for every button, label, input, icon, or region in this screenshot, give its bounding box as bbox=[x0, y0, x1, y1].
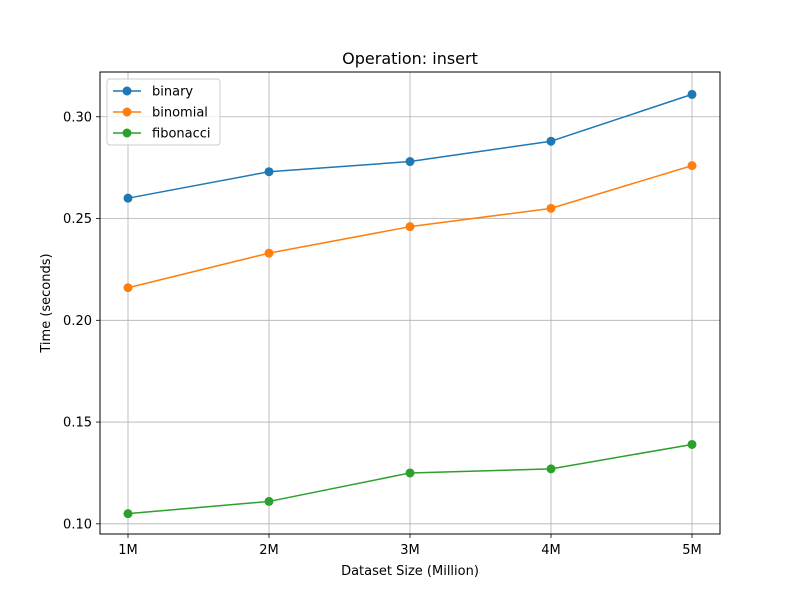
legend-item-binary: binary bbox=[113, 85, 193, 100]
grid bbox=[100, 72, 720, 534]
x-axis-label: Dataset Size (Million) bbox=[341, 564, 479, 579]
chart-title: Operation: insert bbox=[342, 49, 478, 68]
data-point-binary bbox=[264, 167, 274, 177]
y-tick-label: 0.25 bbox=[63, 212, 92, 227]
data-point-fibonacci bbox=[405, 468, 415, 478]
x-tick-label: 5M bbox=[682, 543, 702, 558]
series-fibonacci bbox=[123, 439, 697, 519]
legend-item-fibonacci: fibonacci bbox=[113, 127, 211, 142]
legend-items: binary binomial fibonacci bbox=[113, 85, 211, 142]
data-point-fibonacci bbox=[264, 496, 274, 506]
y-tick-label: 0.20 bbox=[63, 314, 92, 329]
series-binary bbox=[123, 89, 697, 203]
y-axis-label: Time (seconds) bbox=[39, 253, 54, 353]
legend-label: binomial bbox=[152, 106, 208, 121]
data-point-binary bbox=[405, 157, 415, 167]
legend-label: fibonacci bbox=[152, 127, 211, 142]
legend-label: binary bbox=[152, 85, 193, 100]
data-point-binary bbox=[687, 89, 697, 99]
legend: binary binomial fibonacci bbox=[106, 78, 221, 146]
y-tick-label: 0.10 bbox=[63, 517, 92, 532]
data-point-binomial bbox=[123, 283, 133, 293]
data-point-binomial bbox=[405, 222, 415, 232]
x-tick-label: 1M bbox=[118, 543, 138, 558]
x-tick-label: 4M bbox=[541, 543, 561, 558]
legend-box bbox=[106, 78, 221, 146]
data-point-fibonacci bbox=[123, 509, 133, 519]
data-point-binary bbox=[546, 136, 556, 146]
data-point-binomial bbox=[546, 203, 556, 213]
series-layer bbox=[123, 89, 697, 519]
data-point-fibonacci bbox=[687, 439, 697, 449]
legend-swatch-marker bbox=[122, 128, 132, 138]
data-point-binomial bbox=[687, 161, 697, 171]
x-tick-label: 2M bbox=[259, 543, 279, 558]
data-point-binary bbox=[123, 193, 133, 203]
legend-item-binomial: binomial bbox=[113, 106, 208, 121]
axis-ticks: 1M 2M 3M 4M 5M 0.10 0.15 0.20 0.25 0.30 bbox=[63, 110, 702, 558]
data-point-fibonacci bbox=[546, 464, 556, 474]
x-tick-label: 3M bbox=[400, 543, 420, 558]
data-point-binomial bbox=[264, 248, 274, 258]
y-tick-label: 0.15 bbox=[63, 416, 92, 431]
series-binomial bbox=[123, 161, 697, 293]
y-tick-label: 0.30 bbox=[63, 110, 92, 125]
legend-swatch-marker bbox=[122, 86, 132, 96]
legend-swatch-marker bbox=[122, 107, 132, 117]
